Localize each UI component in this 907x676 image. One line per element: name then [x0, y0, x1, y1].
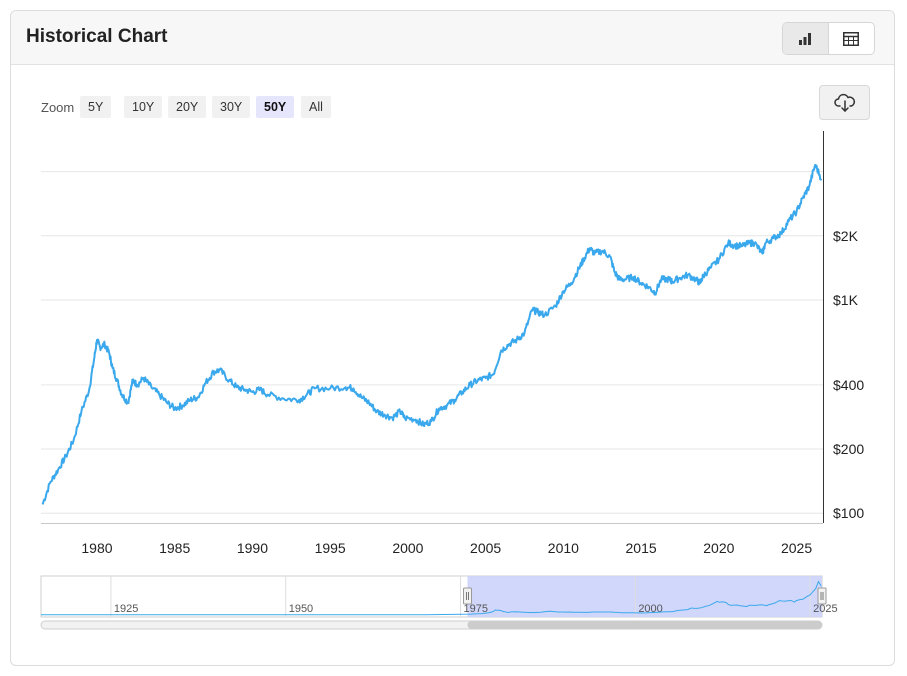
table-icon	[843, 31, 860, 46]
x-tick-label: 1985	[159, 540, 190, 556]
navigator-line	[40, 580, 822, 616]
navigator-handle-right[interactable]	[817, 587, 827, 605]
scrollbar-thumb[interactable]	[467, 621, 822, 629]
card-title: Historical Chart	[26, 26, 168, 47]
y-tick-label: $1K	[833, 292, 859, 308]
chart-view-button[interactable]	[783, 23, 829, 54]
navigator-selected-range[interactable]	[467, 576, 822, 617]
y-tick-label: $2K	[833, 228, 859, 244]
navigator-tick-label: 1950	[289, 603, 313, 615]
historical-chart-card: Historical Chart Zoom 5Y 10Y	[10, 10, 895, 666]
x-tick-label: 2020	[703, 540, 734, 556]
x-tick-label: 2025	[781, 540, 812, 556]
x-tick-label: 2010	[548, 540, 579, 556]
x-tick-label: 2000	[392, 540, 423, 556]
zoom-button-50y[interactable]: 50Y	[256, 96, 295, 118]
navigator-tick-label: 2025	[813, 603, 837, 615]
x-tick-label: 2015	[626, 540, 657, 556]
table-view-button[interactable]	[829, 23, 875, 54]
zoom-label: Zoom	[41, 100, 75, 115]
zoom-button-30y[interactable]: 30Y	[212, 96, 251, 118]
price-line	[41, 163, 823, 505]
cloud-download-icon	[833, 93, 855, 112]
card-header: Historical Chart	[11, 11, 894, 65]
navigator-tick-label: 1925	[114, 603, 138, 615]
zoom-button-all[interactable]: All	[301, 96, 331, 118]
x-tick-label: 2005	[470, 540, 501, 556]
x-tick-label: 1995	[315, 540, 346, 556]
x-tick-label: 1980	[81, 540, 112, 556]
view-toggle	[782, 22, 875, 55]
navigator-handle-left[interactable]	[463, 587, 473, 605]
zoom-button-10y[interactable]: 10Y	[124, 96, 163, 118]
y-tick-label: $400	[833, 377, 864, 393]
zoom-button-20y[interactable]: 20Y	[168, 96, 207, 118]
y-tick-label: $200	[833, 441, 864, 457]
download-button[interactable]	[819, 85, 870, 120]
zoom-button-5y[interactable]: 5Y	[80, 96, 112, 118]
navigator-tick-label: 1975	[464, 603, 488, 615]
y-tick-label: $100	[833, 505, 864, 521]
bar-chart-icon	[799, 32, 812, 45]
x-tick-label: 1990	[237, 540, 268, 556]
